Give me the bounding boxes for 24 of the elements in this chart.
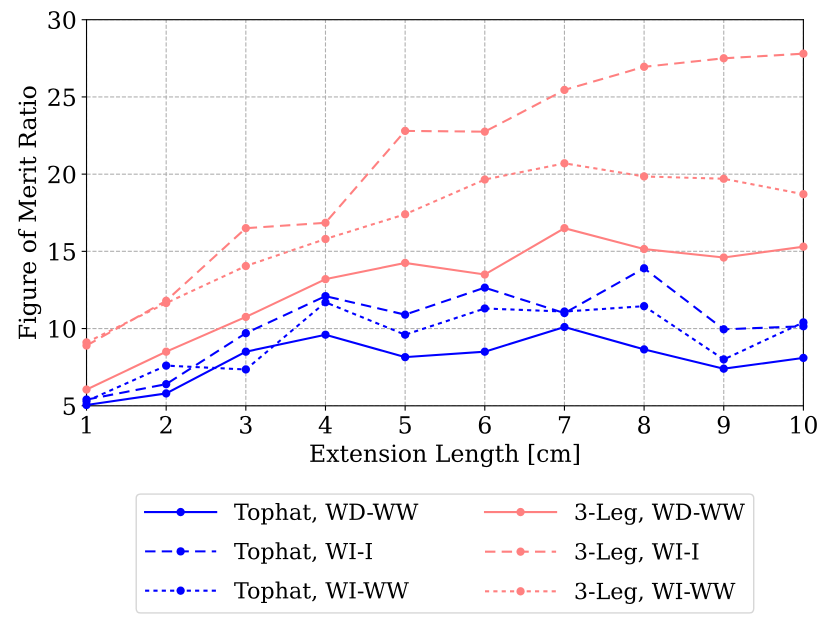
legend-label: 3-Leg, WD-WW xyxy=(576,503,745,525)
legend-label: Tophat, WI-WW xyxy=(234,582,409,604)
y-tick-label: 5 xyxy=(64,398,75,416)
x-tick-label: 8 xyxy=(638,416,650,434)
x-tick-label: 3 xyxy=(240,416,252,434)
legend-label: 3-Leg, WI-WW xyxy=(576,582,736,604)
legend-label: 3-Leg, WI-I xyxy=(576,542,698,564)
x-tick-label: 4 xyxy=(318,416,332,434)
y-tick-label: 15 xyxy=(50,242,75,261)
y-tick-label: 10 xyxy=(50,320,76,338)
legend-label: Tophat, WI-I xyxy=(234,542,372,564)
y-tick-label: 30 xyxy=(48,11,76,30)
x-tick-label: 5 xyxy=(400,416,411,434)
y-tick-label: 25 xyxy=(48,88,75,106)
x-tick-label: 6 xyxy=(478,416,491,434)
y-axis-title: Figure of Merit Ratio xyxy=(18,86,42,339)
legend-label: Tophat, WD-WW xyxy=(234,502,418,524)
x-tick-label: 9 xyxy=(718,416,730,434)
x-tick-label: 10 xyxy=(791,416,817,434)
x-tick-label: 2 xyxy=(160,416,172,434)
y-tick-label: 20 xyxy=(48,166,76,184)
x-tick-label: 7 xyxy=(558,416,570,434)
x-tick-label: 1 xyxy=(82,416,91,434)
x-axis-title: Extension Length [cm] xyxy=(310,444,579,468)
